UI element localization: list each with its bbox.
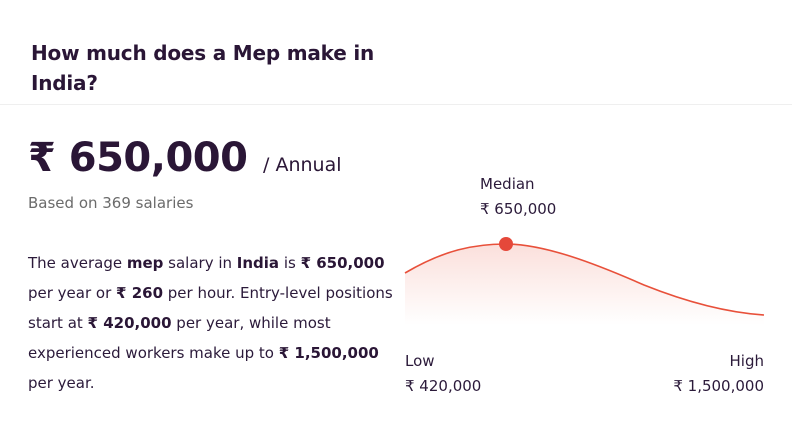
- low-value: ₹ 420,000: [405, 377, 482, 395]
- salary-distribution-chart: [404, 237, 765, 325]
- low-label: Low: [405, 352, 435, 370]
- salary-period: / Annual: [263, 154, 342, 176]
- distribution-area: [405, 244, 764, 325]
- page-title: How much does a Mep make in India?: [31, 41, 375, 95]
- high-value: ₹ 1,500,000: [673, 377, 764, 395]
- median-label: Median: [480, 175, 535, 193]
- divider: [0, 104, 792, 105]
- high-label: High: [729, 352, 764, 370]
- based-on-count: Based on 369 salaries: [28, 194, 194, 212]
- median-value: ₹ 650,000: [480, 200, 557, 218]
- salary-description: The average mep salary in India is ₹ 650…: [28, 254, 393, 392]
- distribution-curve: [404, 243, 765, 316]
- median-marker: [499, 237, 513, 251]
- salary-amount: ₹ 650,000: [28, 135, 248, 181]
